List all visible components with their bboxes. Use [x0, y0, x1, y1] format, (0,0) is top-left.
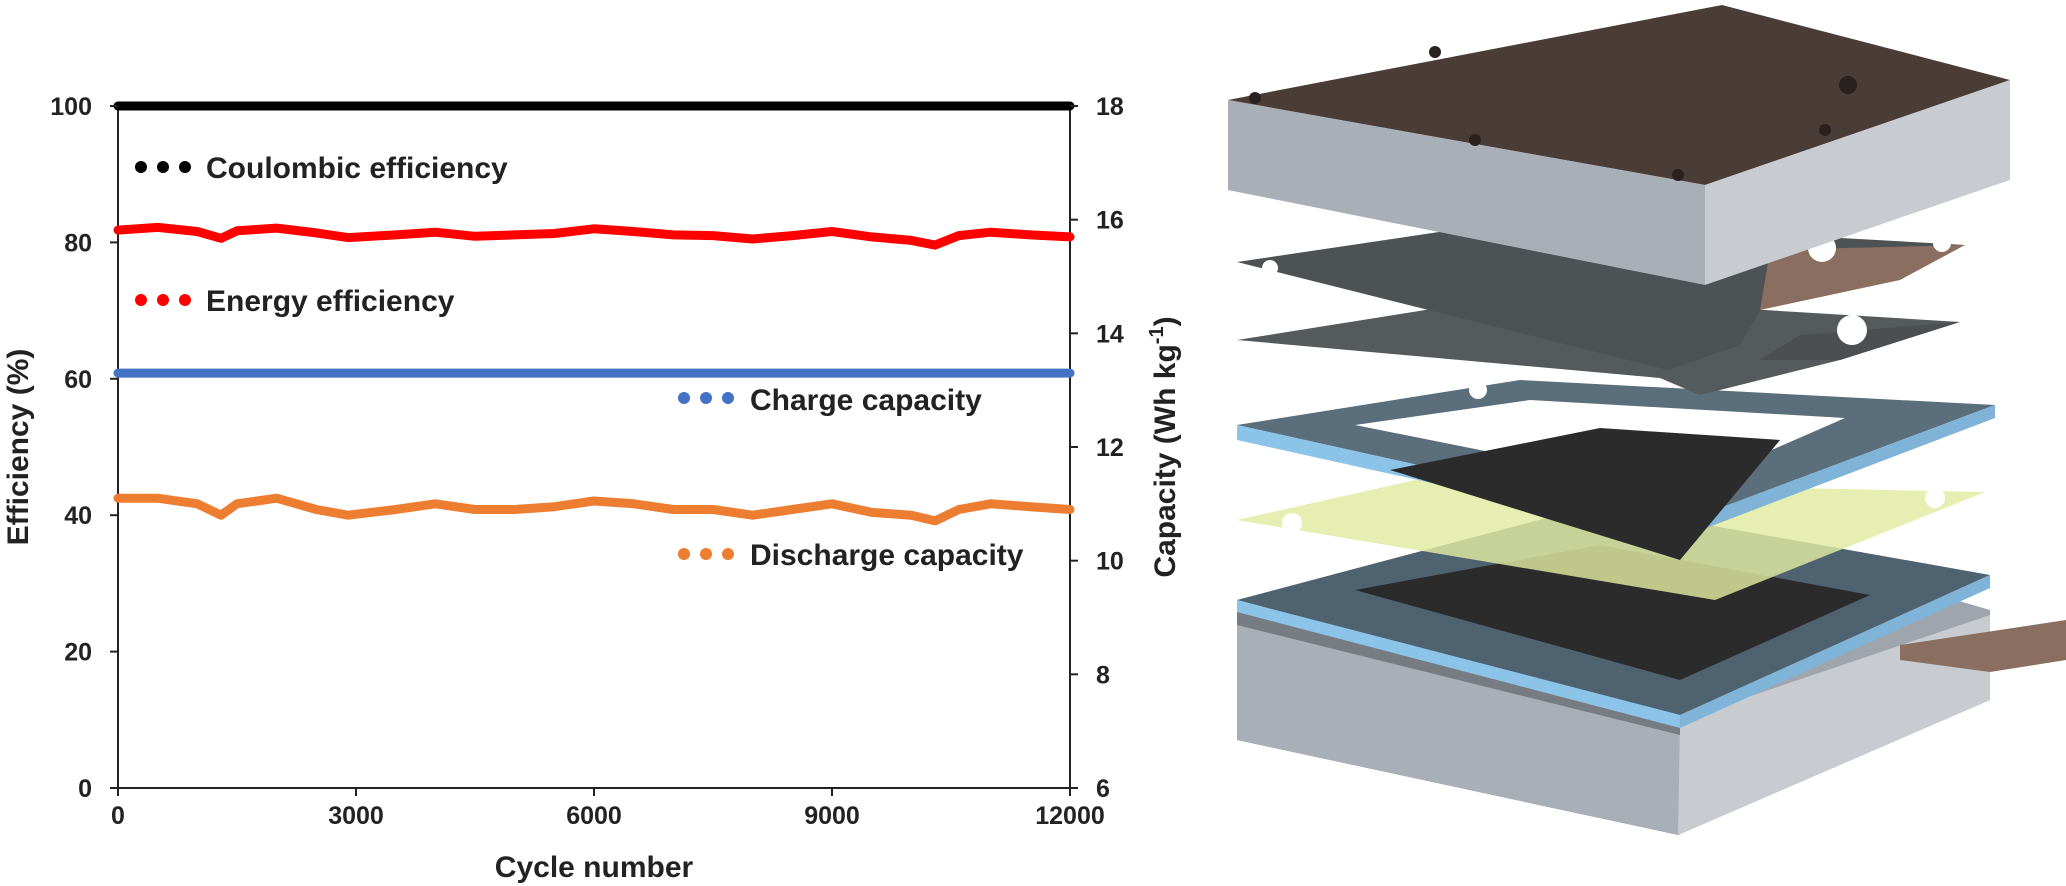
- y-right-tick-label: 6: [1096, 775, 1110, 803]
- x-tick-label: 12000: [1035, 802, 1105, 830]
- series-line-energy-efficiency: [113, 222, 1075, 250]
- y-right-tick-label: 8: [1096, 661, 1110, 689]
- membrane-hole: [1282, 513, 1302, 533]
- bottom-frame-side-edge: [1680, 575, 1990, 728]
- upper-felt: [1390, 428, 1780, 560]
- top-plate-bolt-hole: [1672, 169, 1684, 181]
- legend-marker: [157, 161, 169, 173]
- top-plate-bolt-hole: [1469, 134, 1481, 146]
- legend-marker: [135, 161, 147, 173]
- graphite-plate-upper-hole: [1262, 260, 1278, 276]
- membrane-sheet: [1237, 480, 1985, 600]
- legend-marker: [700, 392, 712, 404]
- copper-foil-tab: [1760, 245, 1965, 310]
- base-seam: [1237, 610, 1680, 735]
- plot-area-border: [117, 105, 1071, 789]
- x-tick-label: 3000: [328, 802, 384, 830]
- bottom-frame-edge: [1237, 600, 1680, 728]
- y-right-axis-title-superscript: -1: [1146, 326, 1168, 344]
- top-plate-surface: [1228, 5, 2010, 185]
- y-right-axis-title-close: ): [1149, 316, 1182, 326]
- y-left-tick-label: 100: [50, 93, 92, 121]
- legend-coulombic: Coulombic efficiency: [135, 152, 508, 185]
- y-right-axis-title: Capacity (Wh kg-1): [1146, 316, 1182, 577]
- legend-marker: [179, 161, 191, 173]
- graphite-plate-hole: [1469, 381, 1487, 399]
- y-left-axis-title: Efficiency (%): [2, 349, 35, 546]
- legend-label-energy: Energy efficiency: [206, 285, 455, 318]
- legend-marker: [722, 392, 734, 404]
- efficiency-capacity-chart: 0 3000 6000 9000 12000 0 20 40 60 80 100 6 8 10 12 14…: [2, 93, 1182, 884]
- legend-discharge: Discharge capacity: [678, 539, 1024, 572]
- top-plate-bolt-hole: [1819, 124, 1831, 136]
- base-front-face: [1237, 610, 1680, 835]
- x-axis-title: Cycle number: [495, 851, 694, 884]
- legend-charge: Charge capacity: [678, 384, 982, 417]
- top-plate-bolt-hole: [1249, 92, 1261, 104]
- y-right-tick-label: 16: [1096, 207, 1124, 235]
- y-right-tick-label: 14: [1096, 320, 1124, 348]
- y-right-tick-label: 10: [1096, 548, 1124, 576]
- y-right-tick-label: 18: [1096, 93, 1124, 121]
- upper-frame: [1237, 380, 1995, 560]
- legend-marker: [700, 548, 712, 560]
- top-plate-side-face: [1705, 80, 2010, 285]
- upper-frame-side-edge: [1680, 405, 1995, 538]
- y-left-axis-ticks: 0 20 40 60 80 100: [50, 93, 118, 803]
- top-plate-bolt-hole: [1429, 46, 1441, 58]
- legend-marker: [678, 392, 690, 404]
- legend-label-discharge: Discharge capacity: [750, 539, 1024, 572]
- membrane-hole: [1925, 488, 1945, 508]
- x-tick-label: 9000: [804, 802, 860, 830]
- x-tick-label: 6000: [566, 802, 622, 830]
- y-left-tick-label: 20: [64, 639, 92, 667]
- legend-label-charge: Charge capacity: [750, 384, 982, 417]
- x-axis-ticks: 0 3000 6000 9000 12000: [111, 788, 1105, 830]
- legend-marker: [157, 294, 169, 306]
- top-plate-front-face: [1228, 100, 1705, 285]
- y-left-tick-label: 0: [78, 775, 92, 803]
- y-right-axis-ticks: 6 8 10 12 14 16 18: [1070, 93, 1124, 803]
- y-right-axis-title-main: Capacity (Wh kg: [1149, 344, 1182, 577]
- graphite-plate-hole: [1837, 315, 1867, 345]
- legend-marker: [179, 294, 191, 306]
- series-line-discharge-capacity: [113, 493, 1075, 526]
- y-left-tick-label: 80: [64, 229, 92, 257]
- x-tick-label: 0: [111, 802, 125, 830]
- top-end-plate: [1228, 5, 2010, 285]
- copper-current-tab: [1900, 620, 2066, 672]
- y-left-tick-label: 40: [64, 502, 92, 530]
- legend-marker: [678, 548, 690, 560]
- legend-marker: [135, 294, 147, 306]
- legend-marker: [722, 548, 734, 560]
- membrane: [1237, 480, 1985, 600]
- legend-energy: Energy efficiency: [135, 285, 455, 318]
- legend-label-coulombic: Coulombic efficiency: [206, 152, 508, 185]
- graphite-plate-upper-hole: [1933, 234, 1951, 252]
- series-layer: [113, 101, 1075, 526]
- y-left-tick-label: 60: [64, 366, 92, 394]
- flow-cell-exploded-illustration: [1228, 5, 2066, 835]
- y-right-tick-label: 12: [1096, 434, 1124, 462]
- base-side-face: [1678, 615, 1990, 835]
- top-plate-bolt-hole: [1839, 76, 1857, 94]
